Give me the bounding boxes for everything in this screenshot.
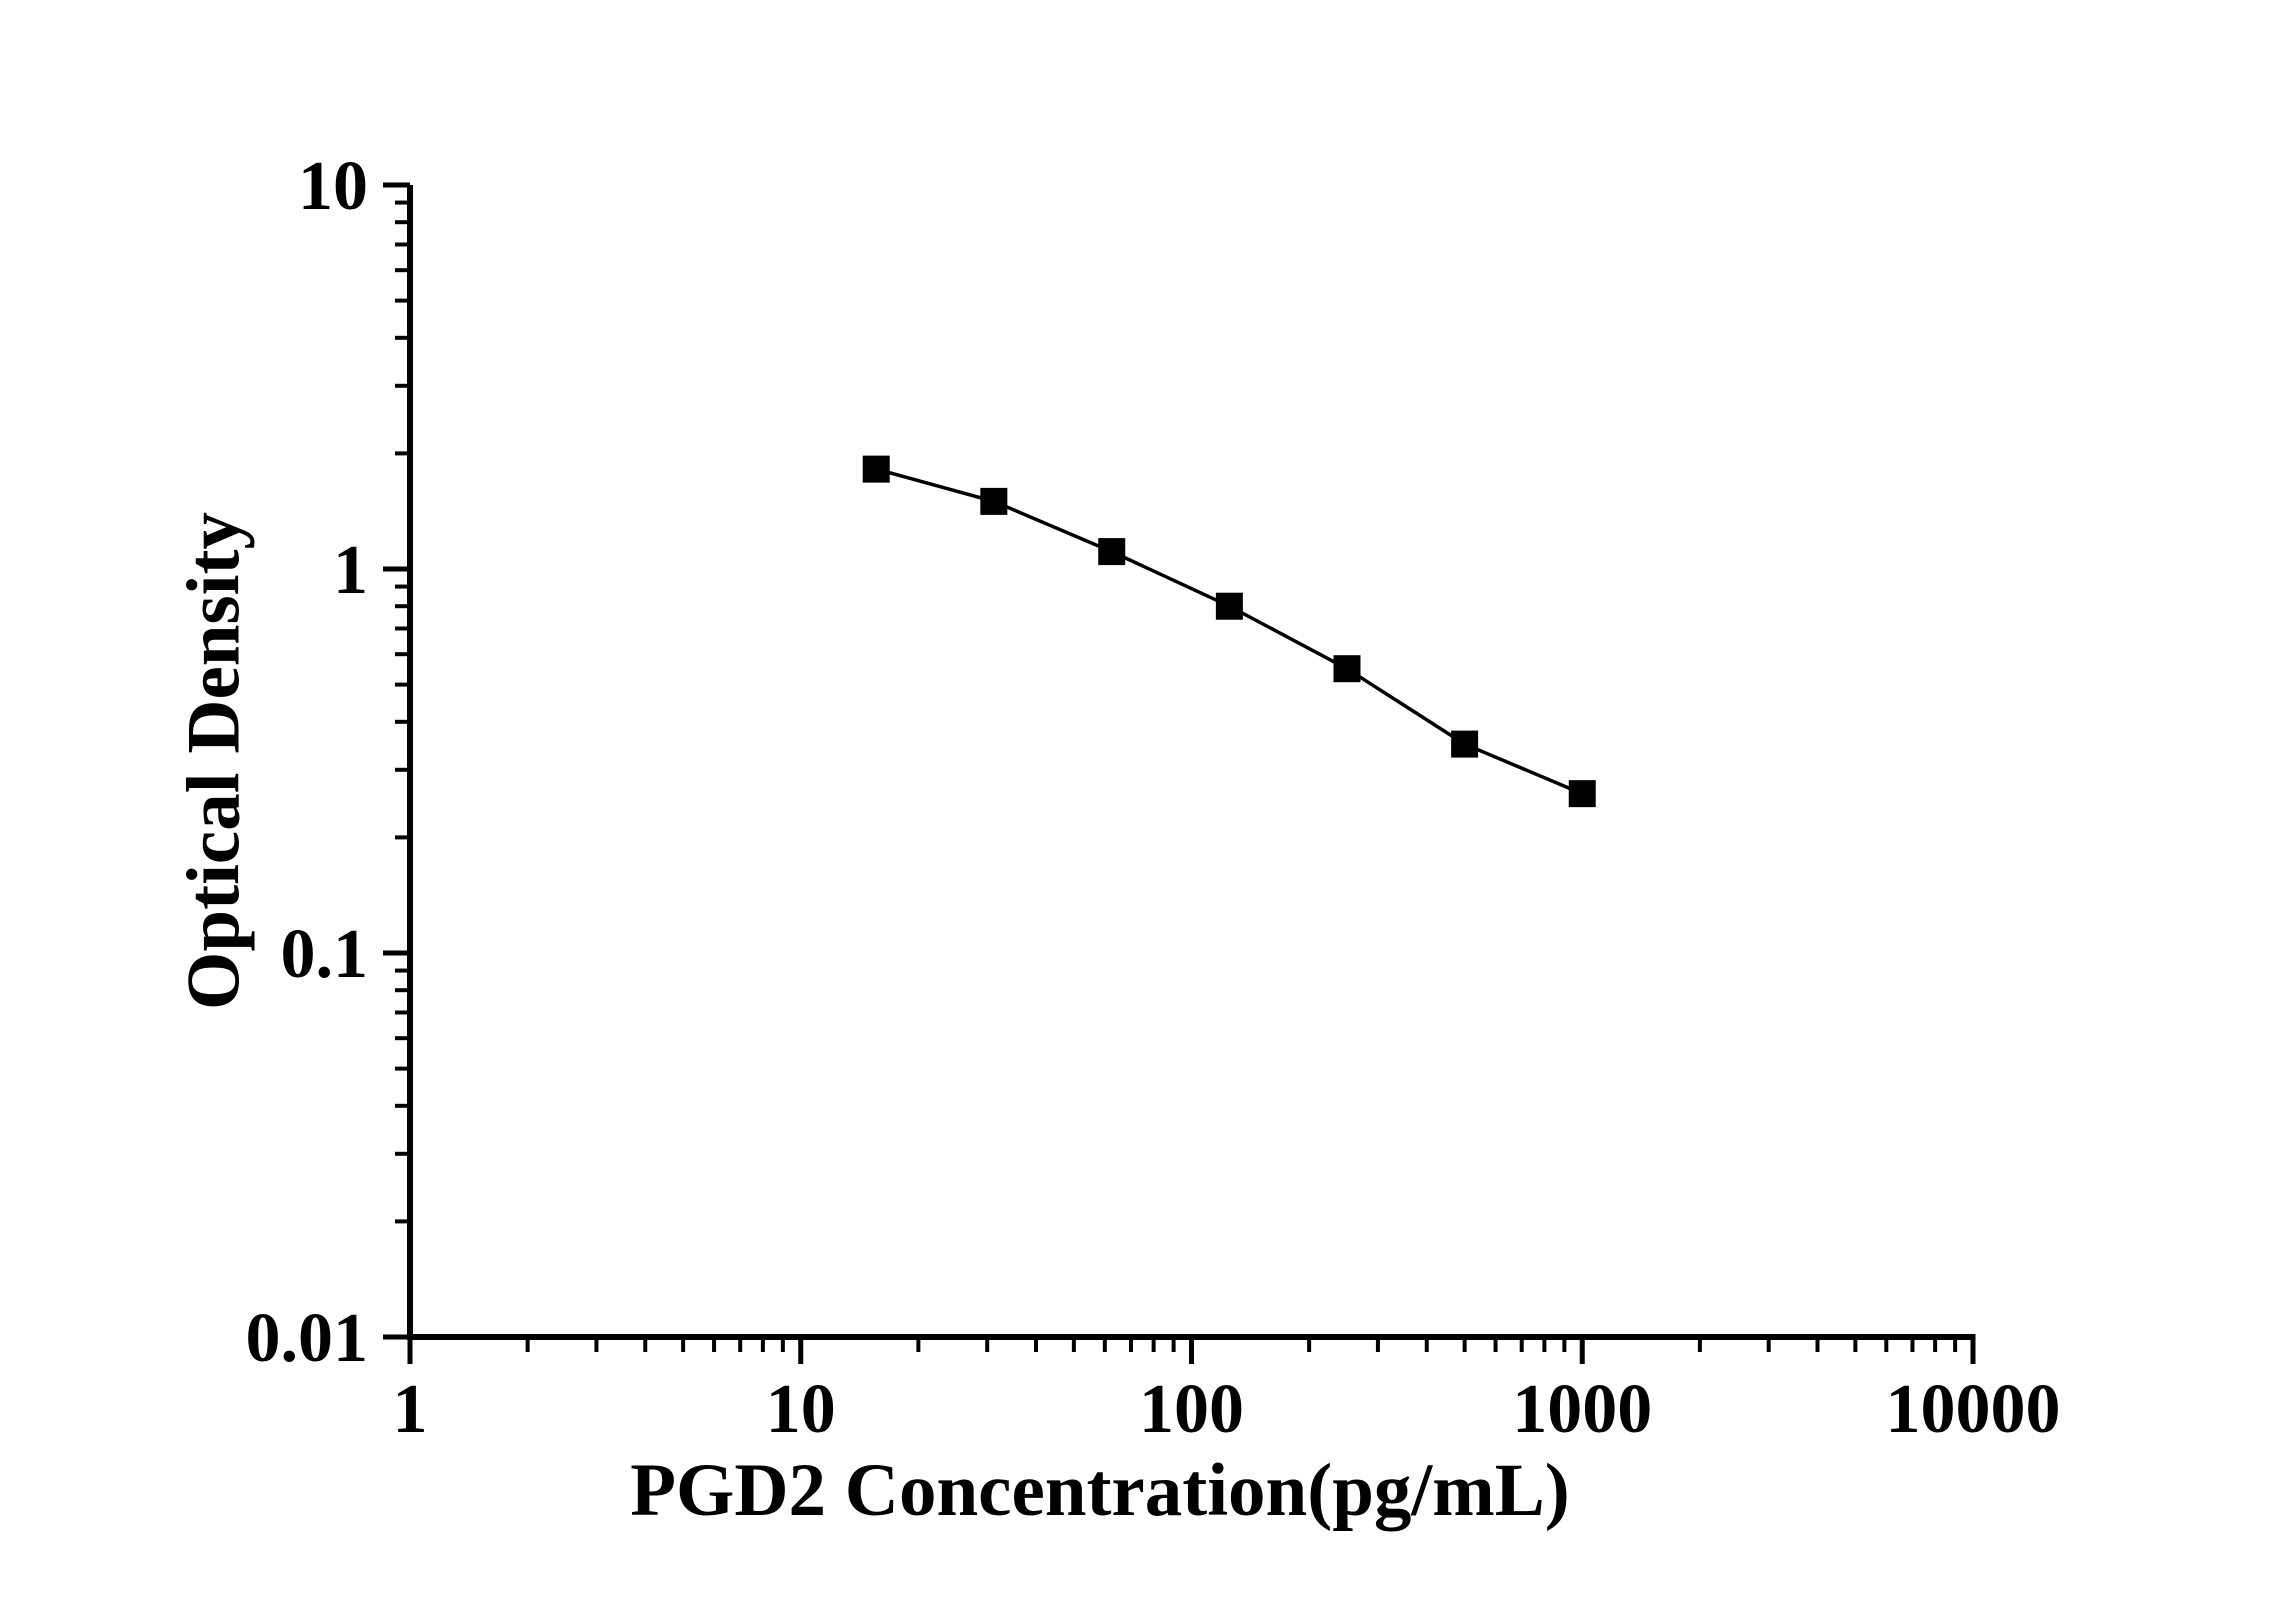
y-axis-title: Optical Density: [172, 512, 255, 1010]
x-tick-label: 1000: [1512, 1371, 1652, 1448]
data-point-marker: [980, 487, 1008, 515]
data-point-marker: [1568, 780, 1596, 808]
data-point-marker: [1098, 538, 1126, 566]
x-axis-title: PGD2 Concentration(pg/mL): [630, 1449, 1570, 1532]
data-point-marker: [1451, 730, 1479, 758]
y-tick-label: 10: [298, 148, 368, 225]
data-point-marker: [1333, 655, 1361, 683]
data-point-marker: [862, 455, 890, 483]
x-tick-label: 10: [766, 1371, 836, 1448]
y-tick-label: 1: [333, 532, 368, 609]
data-point-marker: [1215, 592, 1243, 620]
x-tick-label: 10000: [1886, 1371, 2061, 1448]
y-tick-label: 0.1: [281, 916, 369, 993]
x-tick-label: 100: [1139, 1371, 1244, 1448]
y-tick-label: 0.01: [246, 1300, 369, 1377]
x-tick-label: 1: [393, 1371, 428, 1448]
